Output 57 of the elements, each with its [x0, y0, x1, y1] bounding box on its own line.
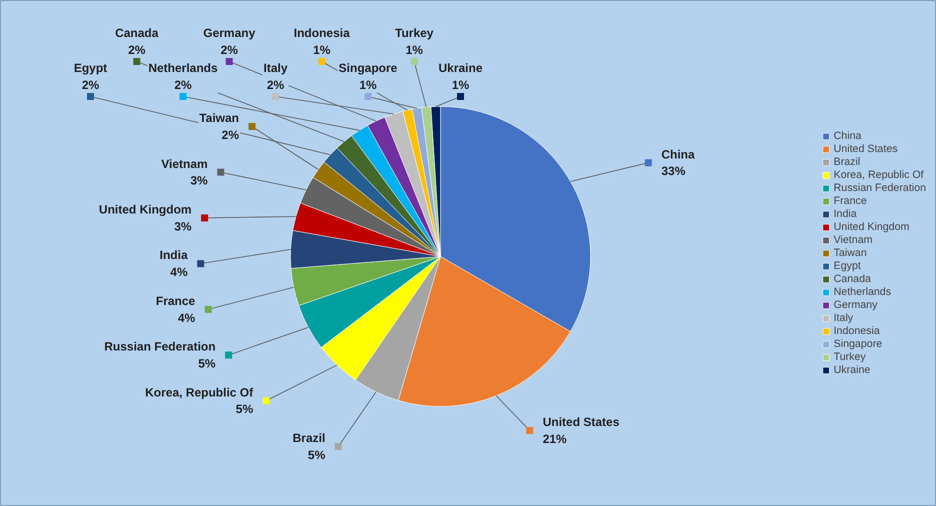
- slice-label: Singapore: [338, 61, 398, 76]
- slice-label: China: [661, 147, 696, 162]
- data-label: 21%: [542, 432, 568, 446]
- data-label: 2%: [82, 78, 100, 92]
- slice-label: Indonesia: [294, 26, 350, 40]
- data-label: 3%: [190, 174, 208, 188]
- legend-label: Turkey: [834, 351, 866, 363]
- legend-label: India: [834, 208, 857, 220]
- legend-label: China: [834, 130, 862, 142]
- legend-label: Russian Federation: [834, 182, 926, 194]
- data-label: 4%: [170, 265, 188, 280]
- legend-label: Egypt: [834, 260, 861, 272]
- slice-label: India: [160, 248, 188, 262]
- legend-label: Canada: [834, 273, 871, 285]
- data-label: 2%: [222, 128, 240, 142]
- data-label: 2%: [174, 78, 192, 92]
- legend-label: United Kingdom: [834, 221, 910, 233]
- slice-label: Egypt: [74, 61, 108, 76]
- data-label: 1%: [359, 78, 377, 92]
- legend-label: Korea, Republic Of: [834, 169, 924, 181]
- category-label: United States: [834, 143, 898, 155]
- legend-label: Ukraine: [834, 364, 870, 376]
- slice-label: Taiwan: [199, 111, 240, 126]
- data-label: 4%: [178, 310, 196, 325]
- data-label: 5%: [198, 356, 216, 370]
- data-label: 5%: [308, 448, 326, 462]
- slice-label: Canada: [115, 26, 159, 40]
- data-label: 1%: [406, 42, 424, 57]
- slice-label: Italy: [263, 61, 288, 76]
- slice-label: Brazil: [292, 431, 326, 446]
- legend-label: Indonesia: [834, 325, 880, 337]
- slice-label: Germany: [203, 26, 256, 40]
- data-label: 33%: [661, 164, 686, 178]
- legend-label: Singapore: [834, 338, 882, 350]
- slice-label: Turkey: [395, 26, 434, 40]
- data-label: 5%: [236, 402, 254, 416]
- data-label: 1%: [313, 42, 331, 57]
- slice-label: Korea, Republic Of: [145, 385, 254, 400]
- legend-label: United States: [542, 415, 620, 430]
- slice-label: Netherlands: [148, 61, 218, 76]
- legend-label: France: [834, 195, 867, 207]
- slice-label: Russian Federation: [104, 340, 216, 354]
- legend-label: Vietnam: [834, 234, 872, 246]
- slice-label: Vietnam: [161, 156, 208, 171]
- data-label: 2%: [266, 78, 284, 92]
- slice-label: United Kingdom: [98, 202, 192, 217]
- legend-label: Italy: [834, 312, 854, 324]
- legend-label: Brazil: [834, 156, 860, 168]
- slice-label: Ukraine: [438, 61, 483, 76]
- legend-label: Taiwan: [834, 247, 867, 259]
- legend-label: Germany: [834, 299, 878, 311]
- slice-label: France: [156, 294, 196, 308]
- data-label: 3%: [174, 219, 192, 234]
- data-label: 1%: [452, 78, 470, 92]
- data-label: 2%: [220, 42, 238, 57]
- data-label: 2%: [128, 42, 146, 57]
- legend-label: Netherlands: [834, 286, 892, 298]
